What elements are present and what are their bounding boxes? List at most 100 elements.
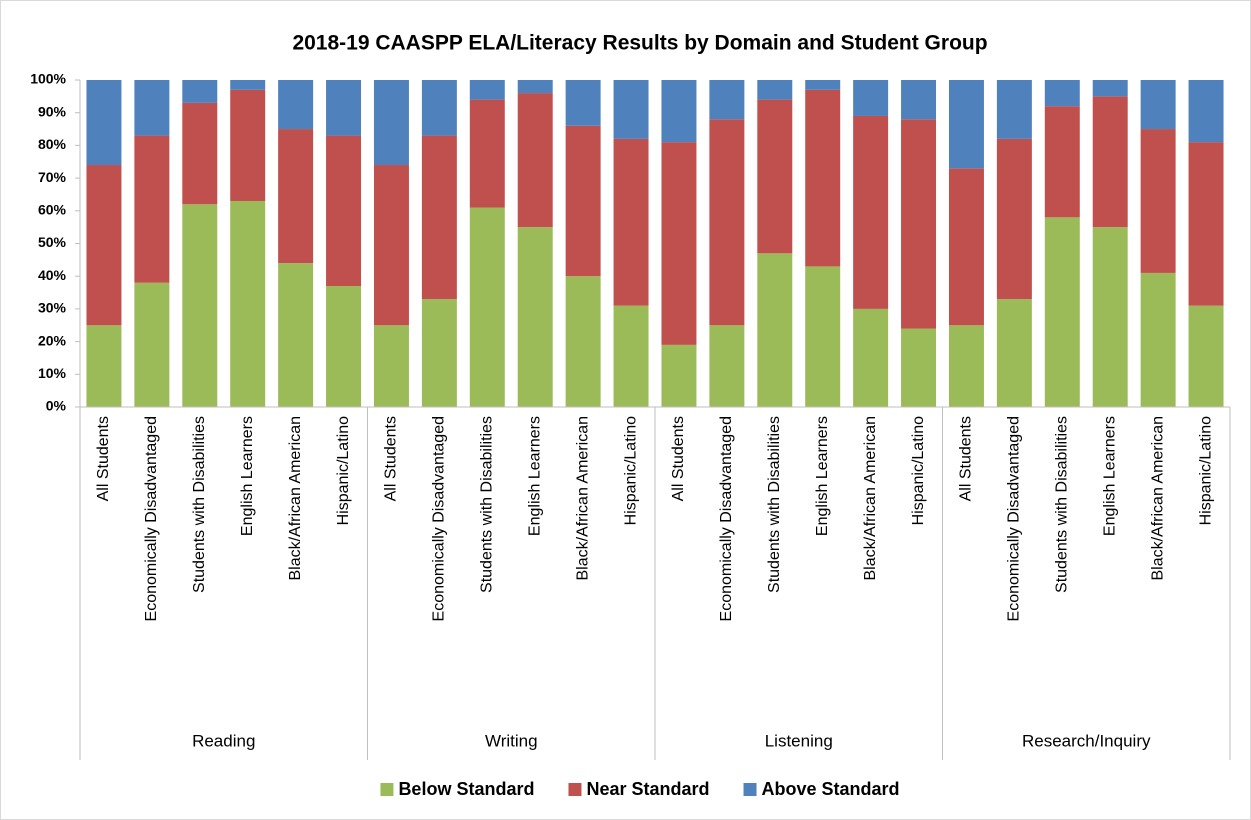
bar-segment <box>613 305 649 407</box>
x-tick-label: All Students <box>383 416 400 501</box>
bar-segment <box>661 80 697 143</box>
x-tick-label: Black/African American <box>287 416 304 581</box>
y-tick-label: 90% <box>38 103 67 119</box>
bar-segment <box>278 129 314 264</box>
bar-segment <box>230 80 266 90</box>
x-tick-label: Students with Disabilities <box>191 416 208 593</box>
bar-segment <box>373 325 409 407</box>
bar-segment <box>613 80 649 139</box>
bar-segment <box>1092 96 1128 228</box>
x-tick-label: Students with Disabilities <box>766 416 783 593</box>
bar-segment <box>326 80 362 136</box>
bar-segment <box>134 80 170 136</box>
bar-segment <box>996 138 1032 300</box>
bar-segment <box>1140 129 1176 273</box>
bar-segment <box>1188 305 1224 407</box>
x-tick-label: English Learners <box>814 416 831 536</box>
x-tick-label: English Learners <box>1101 416 1118 536</box>
bar-segment <box>421 80 457 136</box>
bar-segment <box>948 325 984 407</box>
x-tick-label: Black/African American <box>1149 416 1166 581</box>
bar-segment <box>1188 80 1224 143</box>
bar-segment <box>1044 106 1080 218</box>
bar-segment <box>565 125 601 277</box>
bar-segment <box>1092 227 1128 407</box>
bar-segment <box>134 135 170 283</box>
x-tick-label: Hispanic/Latino <box>1197 416 1214 526</box>
bar-segment <box>1092 80 1128 97</box>
legend-swatch <box>568 783 582 796</box>
y-tick-label: 50% <box>38 234 67 250</box>
bar-segment <box>517 93 553 228</box>
bar-segment <box>805 89 841 267</box>
bar-segment <box>853 115 889 309</box>
bar-segment <box>853 80 889 116</box>
y-tick-label: 40% <box>38 267 67 283</box>
bar-segment <box>901 80 937 120</box>
legend-swatch <box>380 783 394 796</box>
group-label: Listening <box>765 731 833 750</box>
bar-segment <box>757 253 793 407</box>
legend-label: Above Standard <box>762 779 900 799</box>
legend-swatch <box>743 783 757 796</box>
group-label: Reading <box>192 731 255 750</box>
group-label: Writing <box>485 731 538 750</box>
bar-segment <box>1044 80 1080 107</box>
x-tick-label: Hispanic/Latino <box>622 416 639 526</box>
y-tick-label: 30% <box>38 300 67 316</box>
bar-segment <box>469 207 505 407</box>
bar-segment <box>757 99 793 254</box>
bar-segment <box>996 299 1032 407</box>
bar-segment <box>1140 272 1176 407</box>
x-tick-label: Black/African American <box>574 416 591 581</box>
x-tick-label: Hispanic/Latino <box>910 416 927 526</box>
legend-label: Near Standard <box>586 779 709 799</box>
bar-segment <box>709 119 745 326</box>
bar-segment <box>948 168 984 326</box>
bar-segment <box>661 344 697 407</box>
bar-segment <box>182 80 218 103</box>
bar-segment <box>182 204 218 407</box>
bar-segment <box>469 80 505 100</box>
y-tick-label: 100% <box>30 71 66 87</box>
bar-segment <box>278 263 314 407</box>
y-tick-label: 80% <box>38 136 67 152</box>
x-tick-label: Black/African American <box>862 416 879 581</box>
bar-segment <box>421 299 457 407</box>
x-tick-label: Economically Disadvantaged <box>143 416 160 621</box>
bar-segment <box>86 325 122 407</box>
bar-segment <box>661 142 697 345</box>
x-tick-label: All Students <box>95 416 112 501</box>
bar-segment <box>901 328 937 407</box>
legend-label: Below Standard <box>398 779 534 799</box>
bar-segment <box>86 80 122 166</box>
bar-segment <box>948 80 984 169</box>
x-tick-label: English Learners <box>239 416 256 536</box>
bar-segment <box>469 99 505 208</box>
bar-segment <box>134 282 170 407</box>
bar-segment <box>326 135 362 287</box>
bar-segment <box>853 308 889 407</box>
x-tick-label: Hispanic/Latino <box>335 416 352 526</box>
bar-segment <box>230 200 266 407</box>
bar-segment <box>86 165 122 326</box>
bar-segment <box>1188 142 1224 306</box>
bar-segment <box>517 80 553 94</box>
bar-segment <box>805 80 841 90</box>
bar-segment <box>1140 80 1176 130</box>
bar-segment <box>757 80 793 100</box>
x-tick-label: All Students <box>670 416 687 501</box>
bar-segment <box>613 138 649 306</box>
x-tick-label: Students with Disabilities <box>479 416 496 593</box>
bar-segment <box>901 119 937 329</box>
bar-segment <box>230 89 266 201</box>
bar-segment <box>326 286 362 407</box>
bar-segment <box>373 165 409 326</box>
bar-segment <box>421 135 457 300</box>
y-tick-label: 0% <box>46 398 67 414</box>
x-tick-label: Economically Disadvantaged <box>718 416 735 621</box>
x-tick-label: Students with Disabilities <box>1054 416 1071 593</box>
bar-segment <box>517 227 553 407</box>
bar-segment <box>1044 217 1080 407</box>
